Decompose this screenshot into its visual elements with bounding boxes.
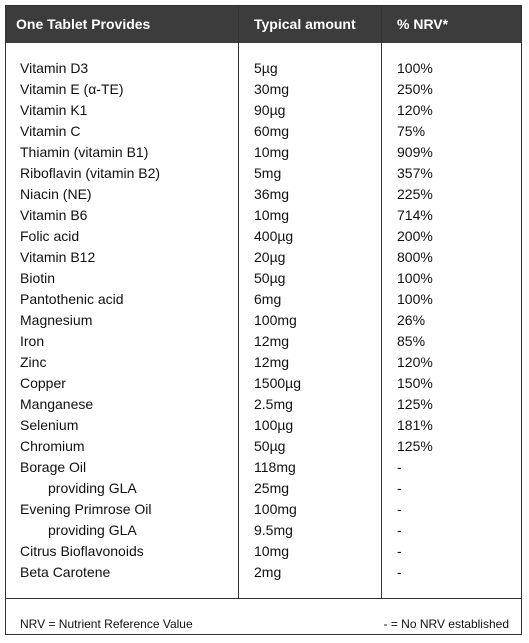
nrv-cell: 909% xyxy=(397,144,433,160)
nutrient-cell: Niacin (NE) xyxy=(20,186,92,202)
amount-cell: 60mg xyxy=(254,123,290,139)
nrv-cell: 181% xyxy=(397,417,433,433)
nutrient-cell: Evening Primrose Oil xyxy=(20,501,152,517)
amount-cell: 30mg xyxy=(254,81,290,97)
amount-cell: 10mg xyxy=(254,144,290,160)
nrv-cell: - xyxy=(397,543,402,559)
nrv-cell: 120% xyxy=(397,102,433,118)
nutrient-cell: Folic acid xyxy=(20,228,80,244)
nutrient-cell: Riboflavin (vitamin B2) xyxy=(20,165,161,181)
nrv-cell: 125% xyxy=(397,396,433,412)
nutrient-cell: Selenium xyxy=(20,417,79,433)
nrv-cell: 85% xyxy=(397,333,426,349)
nrv-cell: 225% xyxy=(397,186,433,202)
amount-cell: 12mg xyxy=(254,333,290,349)
column-divider xyxy=(238,6,239,598)
nrv-cell: - xyxy=(397,480,402,496)
amount-cell: 25mg xyxy=(254,480,290,496)
header-cell: % NRV* xyxy=(397,16,449,32)
nutrient-cell: Pantothenic acid xyxy=(20,291,124,307)
nutrient-cell: providing GLA xyxy=(48,480,137,496)
header-cell: Typical amount xyxy=(254,16,356,32)
nrv-cell: 26% xyxy=(397,312,426,328)
nutrient-cell: Thiamin (vitamin B1) xyxy=(20,144,149,160)
amount-cell: 100mg xyxy=(254,501,297,517)
nrv-cell: 200% xyxy=(397,228,433,244)
table: One Tablet Provides Typical amount % NRV… xyxy=(5,5,522,635)
table-header: One Tablet Provides Typical amount % NRV… xyxy=(6,6,521,43)
nutrient-cell: Copper xyxy=(20,375,66,391)
nutrient-cell: Magnesium xyxy=(20,312,93,328)
amount-cell: 5mg xyxy=(254,165,282,181)
nrv-cell: 100% xyxy=(397,291,433,307)
amount-cell: 100mg xyxy=(254,312,297,328)
amount-cell: 36mg xyxy=(254,186,290,202)
nutrient-cell: Vitamin C xyxy=(20,123,81,139)
nrv-cell: - xyxy=(397,522,402,538)
nutrient-cell: Citrus Bioflavonoids xyxy=(20,543,144,559)
nutrient-cell: Biotin xyxy=(20,270,56,286)
footer-divider xyxy=(6,598,521,599)
amount-cell: 6mg xyxy=(254,291,282,307)
nutrient-cell: Zinc xyxy=(20,354,47,370)
amount-cell: 9.5mg xyxy=(254,522,293,538)
amount-cell: 400µg xyxy=(254,228,294,244)
nrv-cell: 75% xyxy=(397,123,426,139)
nrv-cell: 150% xyxy=(397,375,433,391)
nutrient-cell: Vitamin B12 xyxy=(20,249,96,265)
nrv-cell: 714% xyxy=(397,207,433,223)
amount-cell: 118mg xyxy=(254,459,296,475)
amount-cell: 5µg xyxy=(254,60,278,76)
amount-cell: 2.5mg xyxy=(254,396,293,412)
nutrient-cell: Vitamin B6 xyxy=(20,207,88,223)
nrv-cell: 250% xyxy=(397,81,433,97)
nrv-cell: - xyxy=(397,564,402,580)
nrv-cell: 357% xyxy=(397,165,433,181)
amount-cell: 10mg xyxy=(254,207,290,223)
amount-cell: 12mg xyxy=(254,354,290,370)
amount-cell: 100µg xyxy=(254,417,294,433)
amount-cell: 1500µg xyxy=(254,375,301,391)
nutrient-cell: Vitamin D3 xyxy=(20,60,89,76)
nrv-cell: 800% xyxy=(397,249,433,265)
amount-cell: 2mg xyxy=(254,564,282,580)
nrv-cell: 120% xyxy=(397,354,433,370)
footer-note: - = No NRV established xyxy=(383,617,509,631)
nutrient-cell: Iron xyxy=(20,333,45,349)
amount-cell: 50µg xyxy=(254,270,286,286)
nutrient-cell: Manganese xyxy=(20,396,94,412)
nutrient-cell: providing GLA xyxy=(48,522,137,538)
nutrient-cell: Chromium xyxy=(20,438,85,454)
nrv-cell: - xyxy=(397,501,402,517)
footer-note: NRV = Nutrient Reference Value xyxy=(20,617,193,631)
amount-cell: 20µg xyxy=(254,249,286,265)
nutrient-cell: Borage Oil xyxy=(20,459,87,475)
amount-cell: 90µg xyxy=(254,102,286,118)
nutrient-cell: Vitamin E (α-TE) xyxy=(20,81,124,97)
nrv-cell: 100% xyxy=(397,60,433,76)
nrv-cell: - xyxy=(397,459,402,475)
amount-cell: 10mg xyxy=(254,543,290,559)
header-cell: One Tablet Provides xyxy=(16,16,151,32)
column-divider xyxy=(381,6,382,598)
nutrient-cell: Beta Carotene xyxy=(20,564,111,580)
nrv-cell: 125% xyxy=(397,438,433,454)
nutrient-cell: Vitamin K1 xyxy=(20,102,88,118)
amount-cell: 50µg xyxy=(254,438,286,454)
nrv-cell: 100% xyxy=(397,270,433,286)
